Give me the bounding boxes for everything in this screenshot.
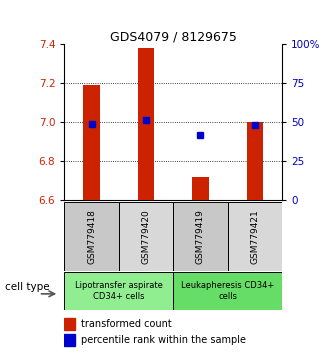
Text: GSM779421: GSM779421 — [250, 209, 259, 264]
Bar — [64, 318, 75, 330]
Text: Leukapheresis CD34+
cells: Leukapheresis CD34+ cells — [181, 281, 274, 301]
Text: GSM779418: GSM779418 — [87, 209, 96, 264]
Bar — [173, 272, 282, 310]
Text: GSM779419: GSM779419 — [196, 209, 205, 264]
Bar — [64, 202, 119, 271]
Text: GSM779420: GSM779420 — [142, 209, 150, 264]
Bar — [83, 85, 100, 200]
Bar — [228, 202, 282, 271]
Text: cell type: cell type — [5, 282, 50, 292]
Bar — [64, 272, 173, 310]
Bar — [173, 202, 228, 271]
Bar — [192, 177, 209, 200]
Bar — [64, 334, 75, 346]
Bar — [119, 202, 173, 271]
Text: percentile rank within the sample: percentile rank within the sample — [81, 335, 246, 345]
Text: Lipotransfer aspirate
CD34+ cells: Lipotransfer aspirate CD34+ cells — [75, 281, 163, 301]
Title: GDS4079 / 8129675: GDS4079 / 8129675 — [110, 30, 237, 43]
Bar — [138, 48, 154, 200]
Bar — [247, 122, 263, 200]
Text: transformed count: transformed count — [81, 319, 172, 329]
